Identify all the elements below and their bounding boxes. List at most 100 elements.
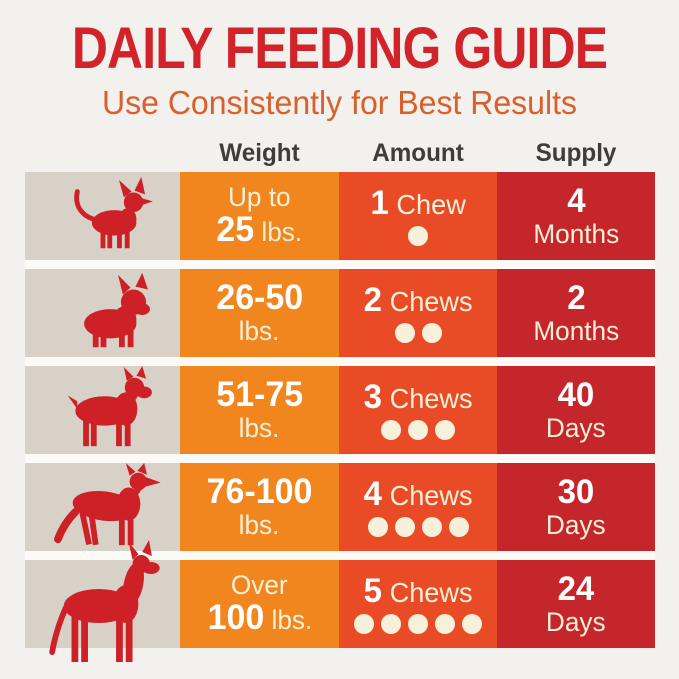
- weight-value: 25: [216, 209, 255, 249]
- chew-dot: [408, 226, 428, 247]
- amount-cell: 3 Chews: [339, 366, 497, 454]
- amount-count: 5: [363, 571, 382, 610]
- amount-line: 5 Chews: [363, 571, 473, 610]
- supply-cell: 40 Days: [497, 366, 655, 454]
- supply-unit: Days: [546, 412, 606, 443]
- chihuahua-icon: [74, 176, 153, 249]
- chew-dot: [435, 420, 455, 441]
- weight-line-2: lbs.: [239, 317, 280, 345]
- weight-prefix: Up to: [228, 182, 291, 213]
- column-headers: Weight Amount Supply: [25, 138, 655, 168]
- weight-unit: lbs.: [263, 604, 312, 635]
- amount-word: Chews: [381, 285, 473, 317]
- dog-size-cell: [25, 269, 180, 357]
- amount-cell: 1 Chew: [339, 172, 497, 260]
- weight-cell: Over 100 lbs.: [180, 560, 339, 648]
- weight-cell: 51-75 lbs.: [180, 366, 339, 454]
- weight-value: 76-100: [206, 472, 313, 512]
- chew-dot: [408, 420, 428, 441]
- great-dane-icon: [49, 540, 160, 662]
- weight-unit: lbs.: [254, 216, 303, 247]
- weight-line-2: 100 lbs.: [207, 597, 312, 637]
- supply-unit: Days: [546, 509, 606, 540]
- supply-value: 40: [557, 375, 595, 414]
- chew-dot: [381, 614, 401, 635]
- amount-cell: 5 Chews: [339, 560, 497, 648]
- chew-dot: [448, 517, 469, 538]
- feeding-table: Up to 25 lbs. 1 Chew 4 Months 26-50 lbs. 2 Chew…: [25, 172, 655, 662]
- amount-cell: 4 Chews: [339, 463, 497, 551]
- supply-cell: 2 Months: [497, 269, 655, 357]
- dog-size-cell: [25, 540, 180, 662]
- weight-value: 51-75: [216, 375, 303, 415]
- boxer-icon: [67, 366, 152, 447]
- amount-line: 4 Chews: [363, 474, 473, 513]
- weight-line-2: 25 lbs.: [216, 209, 303, 249]
- supply-value: 30: [557, 472, 595, 511]
- chew-dots: [394, 323, 442, 344]
- weight-line-1: Up to: [228, 183, 291, 211]
- weight-cell: 76-100 lbs.: [180, 463, 339, 551]
- amount-line: 1 Chew: [370, 183, 466, 222]
- table-row: Up to 25 lbs. 1 Chew 4 Months: [25, 172, 655, 260]
- weight-line-1: 26-50: [216, 280, 303, 317]
- amount-cell: 2 Chews: [339, 269, 497, 357]
- supply-cell: 4 Months: [497, 172, 655, 260]
- amount-count: 2: [363, 280, 382, 319]
- amount-word: Chews: [381, 576, 473, 608]
- weight-line-1: 76-100: [207, 474, 313, 511]
- amount-word: Chews: [381, 479, 473, 511]
- column-header-amount: Amount: [372, 139, 464, 167]
- weight-value: 100: [207, 597, 264, 637]
- supply-value: 24: [557, 569, 595, 608]
- chew-dot: [435, 614, 455, 635]
- chew-dot: [394, 517, 415, 538]
- weight-line-1: 51-75: [216, 377, 303, 414]
- amount-word: Chew: [388, 188, 466, 220]
- supply-value: 2: [566, 278, 586, 317]
- amount-word: Chews: [381, 382, 473, 414]
- table-row: 51-75 lbs. 3 Chews 40 Days: [25, 366, 655, 454]
- chew-dot: [381, 420, 401, 441]
- table-row: Over 100 lbs. 5 Chews 24 Days: [25, 540, 655, 662]
- weight-unit: lbs.: [239, 316, 280, 347]
- weight-line-2: lbs.: [239, 511, 280, 539]
- chew-dot: [354, 614, 374, 635]
- weight-line-1: Over: [231, 571, 288, 599]
- supply-cell: 24 Days: [497, 560, 655, 648]
- weight-unit: lbs.: [239, 510, 280, 541]
- weight-cell: Up to 25 lbs.: [180, 172, 339, 260]
- chew-dot: [421, 323, 442, 344]
- dog-size-cell: [25, 172, 180, 260]
- chew-dot: [394, 323, 415, 344]
- chew-dot: [408, 614, 428, 635]
- page-title: DAILY FEEDING GUIDE: [71, 16, 608, 81]
- weight-cell: 26-50 lbs.: [180, 269, 339, 357]
- supply-value: 4: [566, 181, 586, 220]
- french-bulldog-icon: [84, 272, 150, 348]
- supply-unit: Months: [533, 315, 619, 346]
- chew-dot: [421, 517, 442, 538]
- amount-line: 2 Chews: [363, 280, 473, 319]
- amount-count: 1: [370, 183, 389, 222]
- weight-value: 26-50: [216, 278, 303, 318]
- chew-dots: [381, 420, 455, 441]
- chew-dot: [367, 517, 388, 538]
- weight-prefix: Over: [231, 570, 288, 601]
- page-subtitle: Use Consistently for Best Results: [102, 84, 577, 121]
- weight-unit: lbs.: [239, 413, 280, 444]
- supply-unit: Months: [533, 218, 619, 249]
- table-row: 26-50 lbs. 2 Chews 2 Months: [25, 269, 655, 357]
- column-header-dog-size: [27, 138, 177, 168]
- chew-dots: [354, 614, 482, 635]
- dog-size-cell: [25, 366, 180, 454]
- supply-cell: 30 Days: [497, 463, 655, 551]
- german-shepherd-icon: [54, 463, 161, 546]
- chew-dots: [408, 226, 428, 247]
- column-header-weight: Weight: [219, 139, 300, 167]
- chew-dots: [367, 517, 469, 538]
- chew-dot: [462, 614, 482, 635]
- amount-line: 3 Chews: [364, 379, 473, 416]
- amount-count: 4: [363, 474, 382, 513]
